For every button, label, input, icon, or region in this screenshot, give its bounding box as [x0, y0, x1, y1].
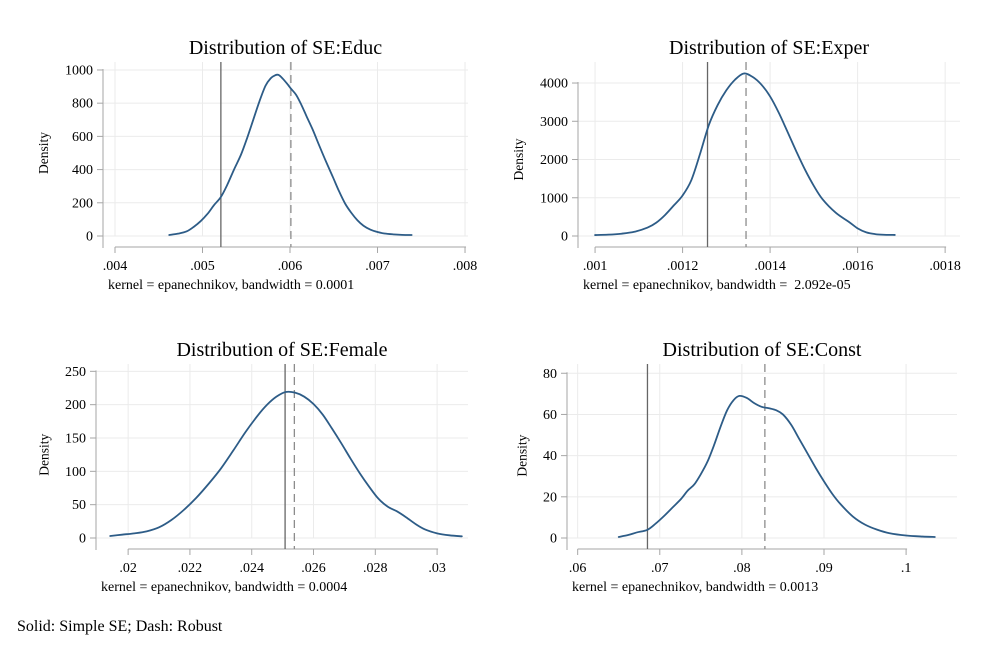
bandwidth-note: kernel = epanechnikov, bandwidth = 0.000…: [108, 278, 354, 293]
y-tick-label: 200: [65, 398, 86, 413]
bandwidth-note: kernel = epanechnikov, bandwidth = 0.001…: [572, 580, 818, 595]
x-tick-label: .024: [239, 561, 264, 576]
x-tick-label: .028: [363, 561, 388, 576]
y-tick-label: 1000: [65, 63, 93, 78]
x-tick-label: .0014: [754, 259, 786, 274]
x-tick-label: .022: [178, 561, 203, 576]
y-tick-label: 100: [65, 465, 86, 480]
x-tick-label: .1: [901, 561, 912, 576]
x-tick-label: .007: [365, 259, 390, 274]
y-tick-label: 2000: [540, 153, 568, 168]
x-tick-label: .06: [569, 561, 587, 576]
y-tick-label: 150: [65, 432, 86, 447]
x-tick-label: .026: [301, 561, 326, 576]
x-tick-label: .004: [103, 259, 128, 274]
chart-title: Distribution of SE:Exper: [669, 37, 869, 59]
y-axis-title: Density: [36, 132, 51, 174]
density-curve: [109, 390, 463, 538]
x-tick-label: .0018: [929, 259, 961, 274]
y-axis-title: Density: [36, 433, 51, 475]
y-axis-title: Density: [515, 434, 530, 476]
y-axis-title: Density: [511, 138, 526, 180]
y-tick-label: 1000: [540, 191, 568, 206]
y-tick-label: 250: [65, 365, 86, 380]
x-tick-label: .07: [651, 561, 669, 576]
x-tick-label: .005: [190, 259, 215, 274]
panel-se-educ: 0 200 400 600 800 1000 .004 .005 .006 .007 .008 Dis…: [0, 30, 492, 302]
y-tick-label: 60: [543, 408, 557, 423]
density-curve: [617, 394, 936, 538]
density-chart-female: 0 50 100 150 200 250 .02 .022 .024 .026 .028 .03 Dis…: [36, 339, 468, 595]
y-tick-label: 80: [543, 367, 557, 382]
density-curve: [594, 72, 896, 236]
x-tick-label: .001: [583, 259, 608, 274]
y-tick-label: 0: [86, 230, 93, 245]
x-tick-label: .09: [815, 561, 833, 576]
chart-title: Distribution of SE:Educ: [189, 37, 382, 59]
density-curve: [168, 73, 413, 236]
y-tick-label: 4000: [540, 77, 568, 92]
y-tick-label: 800: [72, 97, 93, 112]
bandwidth-note: kernel = epanechnikov, bandwidth = 0.000…: [101, 580, 347, 595]
density-chart-educ: 0 200 400 600 800 1000 .004 .005 .006 .007 .008 Dis…: [36, 37, 478, 293]
y-tick-label: 3000: [540, 115, 568, 130]
x-tick-label: .02: [119, 561, 137, 576]
x-tick-label: .03: [428, 561, 446, 576]
y-tick-label: 40: [543, 449, 557, 464]
density-chart-exper: 0 1000 2000 3000 4000 .001 .0012 .0014 .0016 .001…: [511, 37, 961, 293]
panel-se-exper: 0 1000 2000 3000 4000 .001 .0012 .0014 .0016 .001…: [492, 30, 984, 302]
x-tick-label: .0016: [842, 259, 874, 274]
y-tick-label: 0: [550, 532, 557, 547]
density-chart-const: 0 20 40 60 80 .06 .07 .08 .09 .1 Distribution of S…: [515, 339, 957, 595]
x-tick-label: .006: [278, 259, 303, 274]
y-tick-label: 20: [543, 490, 557, 505]
legend-footnote: Solid: Simple SE; Dash: Robust: [17, 618, 223, 635]
x-tick-label: .08: [733, 561, 751, 576]
panel-se-const: 0 20 40 60 80 .06 .07 .08 .09 .1 Distribution of S…: [492, 332, 984, 604]
y-tick-label: 0: [79, 532, 86, 547]
y-tick-label: 400: [72, 163, 93, 178]
y-tick-label: 600: [72, 130, 93, 145]
y-tick-label: 50: [72, 498, 86, 513]
x-tick-label: .008: [453, 259, 478, 274]
y-tick-label: 0: [561, 230, 568, 245]
x-tick-label: .0012: [667, 259, 699, 274]
y-tick-label: 200: [72, 196, 93, 211]
chart-title: Distribution of SE:Female: [176, 339, 387, 361]
chart-title: Distribution of SE:Const: [663, 339, 862, 361]
panel-se-female: 0 50 100 150 200 250 .02 .022 .024 .026 .028 .03 Dis…: [0, 332, 492, 604]
bandwidth-note: kernel = epanechnikov, bandwidth = 2.092…: [583, 278, 851, 293]
